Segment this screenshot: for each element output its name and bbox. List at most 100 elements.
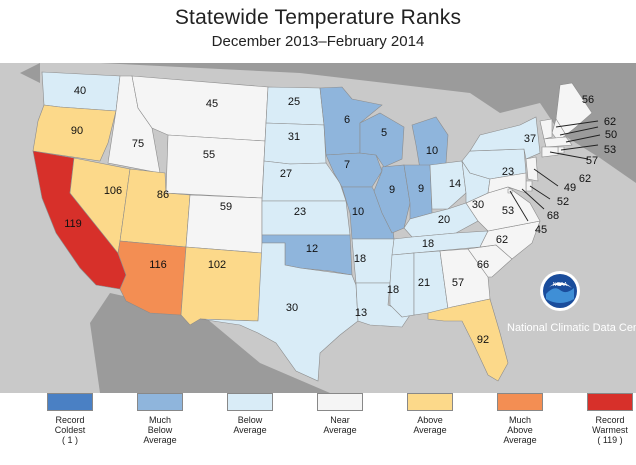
rank-label-de: 52 (557, 196, 569, 208)
rank-label-or: 90 (71, 125, 83, 137)
canada-land (0, 63, 636, 183)
legend-item-near: Near Average (295, 393, 385, 435)
rank-label-ok: 12 (306, 243, 318, 255)
rank-label-oh: 14 (449, 178, 461, 190)
noaa-logo-text: NOAA (553, 282, 568, 288)
legend-item-record-warmest: Record Warmest( 119 ) (565, 393, 636, 445)
legend-swatch (137, 393, 183, 411)
legend-item-record-coldest: Record Coldest( 1 ) (25, 393, 115, 445)
rank-label-tn: 18 (422, 238, 434, 250)
rank-label-sd: 31 (288, 131, 300, 143)
rank-label-ri: 53 (604, 144, 616, 156)
legend-swatch (587, 393, 633, 411)
state-wisconsin (359, 112, 405, 168)
legend-item-much-above: Much Above Average (475, 393, 565, 445)
map-title: Statewide Temperature Ranks (174, 6, 462, 29)
rank-label-tx: 30 (286, 302, 298, 314)
legend-label: Average (503, 435, 537, 445)
leader-nh (559, 126, 599, 136)
rank-label-ar: 18 (354, 253, 366, 265)
state-massachusetts (543, 136, 573, 148)
rank-label-ms: 18 (387, 284, 399, 296)
legend-label: ( 119 ) (597, 435, 623, 445)
rank-label-ma: 50 (605, 129, 617, 141)
rank-label-co: 59 (220, 201, 232, 213)
rank-label-wa: 40 (74, 85, 86, 97)
legend-swatch (47, 393, 93, 411)
noaa-logo-bird-icon (548, 282, 572, 288)
legend-item-much-below: Much Below Average (115, 393, 205, 445)
rank-label-mt: 45 (206, 98, 218, 110)
leader-md (521, 188, 545, 210)
legend-item-above: Above Average (385, 393, 475, 435)
rank-label-va: 53 (502, 205, 514, 217)
legend-label: Near (330, 415, 350, 425)
rank-label-ks: 23 (294, 206, 306, 218)
rank-labels: 40 90 119 106 75 45 55 86 116 59 102 25 … (64, 85, 617, 346)
rank-label-nj: 49 (564, 182, 576, 194)
rank-label-vt: 62 (604, 116, 616, 128)
rank-label-wv: 30 (472, 199, 484, 211)
rank-label-al: 21 (418, 277, 430, 289)
rank-label-ny: 37 (524, 133, 536, 145)
leader-de (529, 185, 551, 200)
legend: Record Coldest( 1 ) Much Below Average Below A… (0, 393, 636, 465)
state-new-jersey (525, 156, 539, 182)
legend-label: Average (323, 425, 357, 435)
state-south-dakota (263, 122, 327, 165)
rank-label-dc: 45 (535, 224, 547, 236)
rank-label-la: 13 (355, 307, 367, 319)
rank-label-az: 116 (149, 259, 167, 271)
noaa-logo: NOAA (540, 271, 580, 311)
legend-swatch (497, 393, 543, 411)
legend-item-below: Below Average (205, 393, 295, 435)
rank-label-il: 9 (389, 184, 395, 196)
rank-label-me: 56 (582, 94, 594, 106)
legend-label: Much (508, 415, 531, 425)
rank-label-ne: 27 (280, 168, 292, 180)
rank-label-nm: 102 (208, 259, 226, 271)
legend-label: Below (147, 425, 173, 435)
state-texas (199, 242, 359, 382)
legend-swatch (407, 393, 453, 411)
legend-label: Warmest (592, 425, 628, 435)
rank-label-ct: 57 (586, 155, 598, 167)
leader-ri (560, 144, 599, 151)
legend-swatch (317, 393, 363, 411)
state-delaware (525, 180, 533, 192)
legend-label: Average (143, 435, 177, 445)
leader-ma (565, 134, 601, 143)
state-new-york (469, 116, 541, 160)
state-ohio (429, 160, 467, 210)
rank-label-fl: 92 (477, 334, 489, 346)
state-oregon (32, 104, 117, 162)
state-wyoming (165, 134, 266, 199)
rank-label-nd: 25 (288, 96, 300, 108)
rank-label-ut: 86 (157, 189, 169, 201)
leader-lines (509, 120, 601, 222)
legend-label: ( 1 ) (61, 435, 78, 445)
legend-label: Record (595, 415, 625, 425)
legend-label: Average (233, 425, 267, 435)
rank-label-ga: 57 (452, 277, 464, 289)
rank-label-sc: 66 (477, 259, 489, 271)
rank-label-mi: 10 (426, 145, 438, 157)
legend-label: Record (55, 415, 85, 425)
rank-label-mn: 6 (344, 114, 350, 126)
state-louisiana (355, 282, 411, 328)
map-subtitle: December 2013–February 2014 (211, 33, 425, 50)
leader-dc (509, 190, 529, 222)
legend-label: Above (507, 425, 533, 435)
agency-name: National Climatic Data Center (507, 322, 636, 334)
land-nw (20, 63, 40, 83)
state-florida (427, 298, 509, 382)
mexico-land (90, 293, 330, 393)
state-vermont (539, 118, 553, 140)
rank-label-ky: 20 (438, 214, 450, 226)
rank-label-ia: 7 (344, 159, 350, 171)
legend-swatch (227, 393, 273, 411)
legend-label: Coldest (54, 425, 86, 435)
legend-label: Much (148, 415, 171, 425)
rank-label-nv: 106 (104, 185, 122, 197)
noaa-logo-wave-icon (546, 288, 574, 303)
